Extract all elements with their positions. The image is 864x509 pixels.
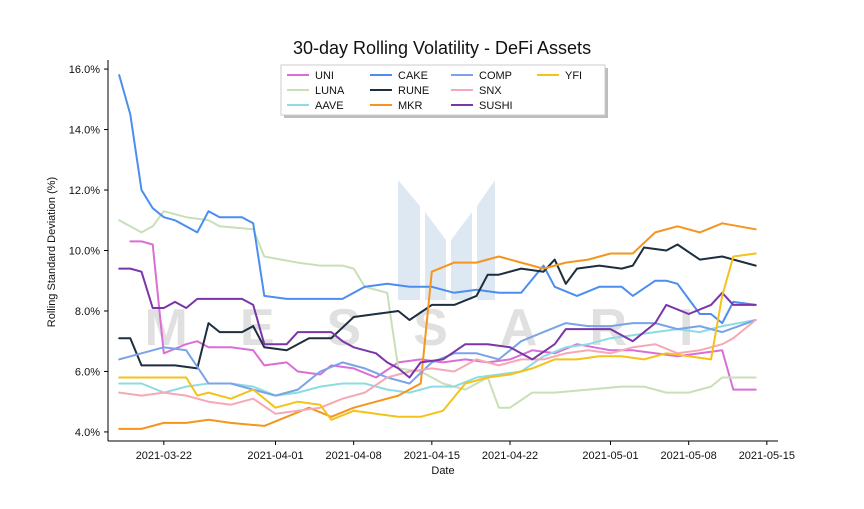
x-tick-label: 2021-05-01	[582, 450, 638, 462]
y-tick-labels: 4.0% 6.0% 8.0% 10.0% 12.0% 14.0% 16.0%	[69, 64, 108, 439]
x-tick-label: 2021-04-15	[404, 450, 460, 462]
x-tick-label: 2021-05-08	[661, 450, 717, 462]
series-line-luna	[118, 210, 757, 409]
x-tick-label: 2021-04-01	[247, 450, 303, 462]
y-tick-label: 4.0%	[75, 427, 100, 439]
legend-label-cake: CAKE	[398, 70, 428, 82]
x-tick-label: 2021-04-22	[482, 450, 538, 462]
y-tick-label: 16.0%	[69, 64, 100, 76]
x-tick-label: 2021-05-15	[739, 450, 795, 462]
y-axis-label: Rolling Standard Deviation (%)	[46, 177, 58, 327]
legend-label-yfi: YFI	[565, 70, 582, 82]
legend-label-rune: RUNE	[398, 85, 429, 97]
messari-watermark: MESSARI	[145, 180, 693, 357]
x-tick-label: 2021-03-22	[136, 450, 192, 462]
y-tick-label: 14.0%	[69, 125, 100, 137]
y-tick-label: 10.0%	[69, 246, 100, 258]
y-tick-label: 6.0%	[75, 366, 100, 378]
legend: UNI LUNA AAVE CAKE RUNE MKR COMP SNX SUSHI YFI	[280, 64, 608, 118]
series-line-yfi	[118, 252, 757, 421]
legend-label-comp: COMP	[479, 70, 512, 82]
x-tick-label: 2021-04-08	[326, 450, 382, 462]
series-line-rune	[118, 243, 757, 370]
legend-label-aave: AAVE	[315, 100, 344, 112]
legend-box	[280, 64, 606, 116]
x-tick-labels: 2021-03-22 2021-04-01 2021-04-08 2021-04-15…	[136, 441, 795, 462]
y-tick-label: 8.0%	[75, 306, 100, 318]
legend-label-sushi: SUSHI	[479, 100, 513, 112]
legend-label-snx: SNX	[479, 85, 502, 97]
series-line-snx	[118, 319, 757, 415]
series-line-mkr	[118, 222, 757, 430]
x-axis-label: Date	[431, 465, 454, 477]
legend-label-luna: LUNA	[315, 85, 345, 97]
y-tick-label: 12.0%	[69, 185, 100, 197]
legend-label-uni: UNI	[315, 70, 334, 82]
legend-label-mkr: MKR	[398, 100, 423, 112]
series-line-cake	[118, 74, 757, 325]
series-line-sushi	[118, 267, 757, 379]
series-line-comp	[118, 319, 757, 397]
series-layer	[118, 74, 757, 430]
chart-title: 30-day Rolling Volatility - DeFi Assets	[293, 38, 591, 58]
